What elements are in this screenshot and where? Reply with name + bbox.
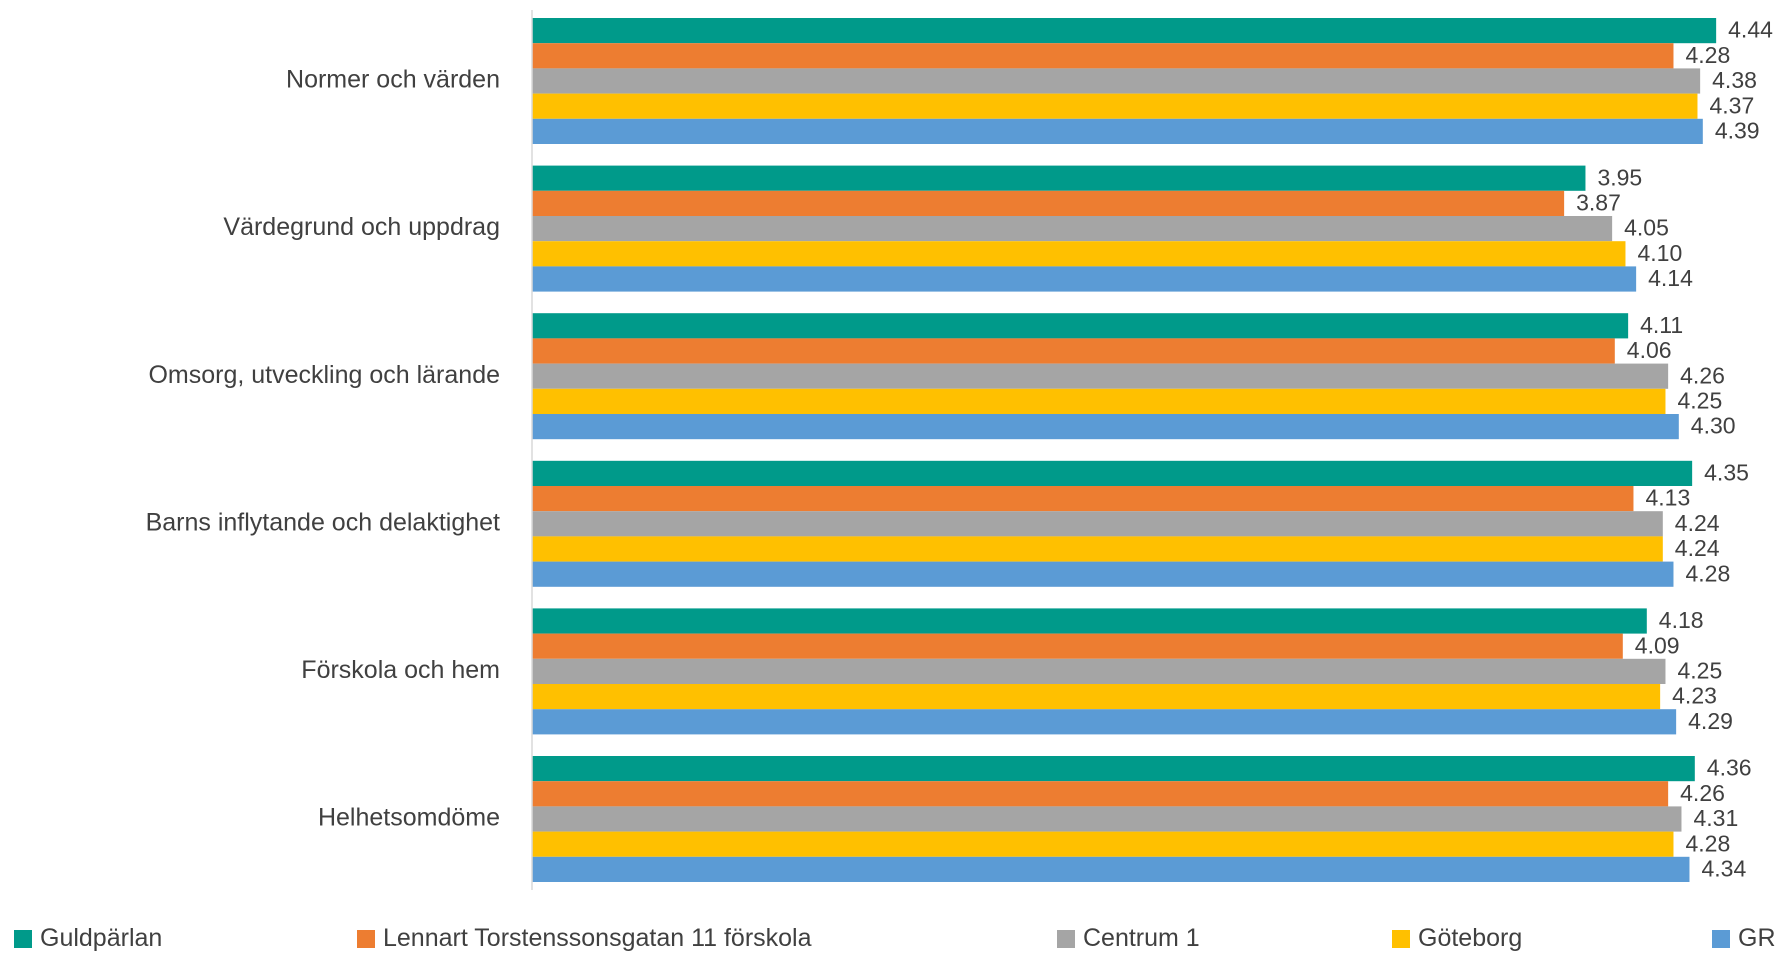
value-labels-group: 4.444.284.384.374.393.953.874.054.104.14…: [1576, 17, 1773, 882]
bar: [532, 561, 1674, 587]
bar: [532, 536, 1663, 562]
bar: [532, 216, 1613, 242]
value-label: 4.35: [1704, 459, 1749, 485]
category-label: Barns inflytande och delaktighet: [146, 508, 500, 536]
bar: [532, 338, 1615, 364]
bar: [532, 118, 1703, 144]
legend-swatch: [1392, 930, 1410, 948]
bar: [532, 486, 1634, 512]
value-label: 4.18: [1659, 607, 1704, 633]
value-label: 4.28: [1685, 42, 1730, 68]
value-label: 4.44: [1728, 17, 1773, 43]
bar: [532, 781, 1669, 807]
value-label: 4.26: [1680, 362, 1725, 388]
bar: [532, 511, 1663, 537]
bar: [532, 363, 1669, 389]
bar: [532, 709, 1677, 735]
bar: [532, 460, 1693, 486]
bar: [532, 18, 1717, 44]
legend-swatch: [1057, 930, 1075, 948]
legend-swatch: [357, 930, 375, 948]
category-label: Normer och värden: [286, 66, 500, 94]
legend-label: GR: [1738, 924, 1776, 952]
bar: [532, 756, 1695, 782]
value-label: 4.10: [1637, 240, 1682, 266]
legend-label: Lennart Torstenssonsgatan 11 förskola: [383, 924, 812, 952]
value-label: 4.24: [1675, 535, 1720, 561]
value-label: 4.25: [1677, 657, 1722, 683]
bar: [532, 414, 1679, 440]
legend-swatch: [1712, 930, 1730, 948]
bar: [532, 658, 1666, 684]
category-label: Värdegrund och uppdrag: [223, 213, 500, 241]
bar: [532, 266, 1637, 292]
value-label: 4.30: [1691, 413, 1736, 439]
bar: [532, 165, 1586, 191]
legend-label: Guldpärlan: [40, 924, 162, 952]
value-label: 3.95: [1597, 164, 1642, 190]
legend-label: Göteborg: [1418, 924, 1522, 952]
value-label: 4.34: [1701, 855, 1746, 881]
category-label: Helhetsomdöme: [318, 804, 500, 832]
bar: [532, 43, 1674, 69]
value-label: 4.36: [1707, 755, 1752, 781]
value-label: 4.06: [1627, 337, 1672, 363]
value-label: 4.13: [1645, 485, 1690, 511]
legend-label: Centrum 1: [1083, 924, 1200, 952]
value-label: 4.23: [1672, 683, 1717, 709]
bar: [532, 241, 1626, 267]
bar: [532, 633, 1623, 659]
value-label: 4.37: [1709, 92, 1754, 118]
value-label: 4.25: [1677, 387, 1722, 413]
bar: [532, 806, 1682, 832]
bar: [532, 684, 1661, 710]
category-labels-group: Normer och värden Värdegrund och uppdrag O…: [146, 66, 500, 832]
value-label: 4.28: [1685, 830, 1730, 856]
value-label: 4.28: [1685, 560, 1730, 586]
value-label: 4.11: [1640, 312, 1683, 338]
bar: [532, 856, 1690, 882]
value-label: 4.39: [1715, 117, 1760, 143]
legend: Guldpärlan Lennart Torstenssonsgatan 11 f…: [14, 924, 1776, 952]
category-label: Omsorg, utveckling och lärande: [148, 361, 500, 389]
value-label: 4.09: [1635, 632, 1680, 658]
bar: [532, 388, 1666, 414]
bar: [532, 831, 1674, 857]
value-label: 3.87: [1576, 189, 1621, 215]
value-label: 4.31: [1693, 805, 1738, 831]
value-label: 4.26: [1680, 780, 1725, 806]
bar: [532, 68, 1701, 94]
bar: [532, 608, 1647, 634]
bar: [532, 313, 1629, 339]
category-label: Förskola och hem: [301, 656, 500, 684]
value-label: 4.29: [1688, 708, 1733, 734]
value-label: 4.38: [1712, 67, 1757, 93]
value-label: 4.05: [1624, 215, 1669, 241]
bar: [532, 190, 1565, 216]
bars-group: [532, 18, 1717, 882]
value-label: 4.24: [1675, 510, 1720, 536]
bar: [532, 93, 1698, 119]
legend-swatch: [14, 930, 32, 948]
value-label: 4.14: [1648, 265, 1693, 291]
